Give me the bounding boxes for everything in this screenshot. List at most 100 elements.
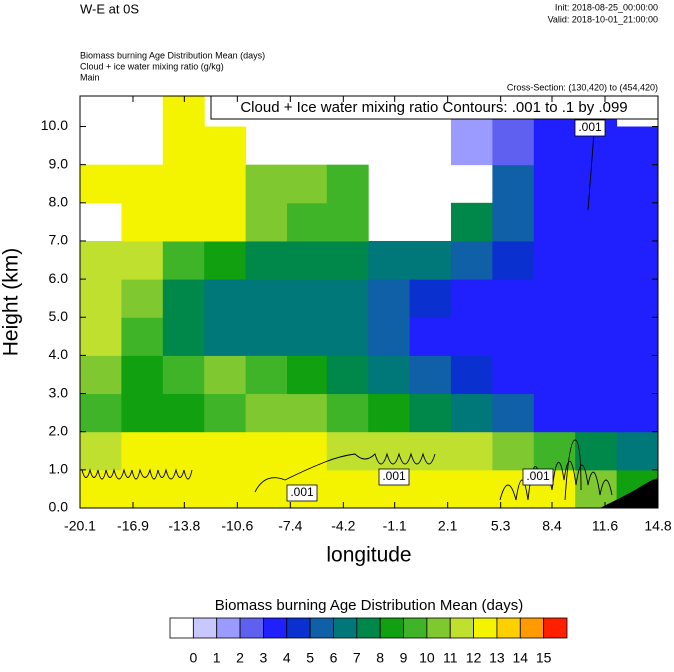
colorbar-swatch bbox=[543, 617, 568, 639]
x-tick-label: -1.1 bbox=[383, 518, 407, 534]
subtitle: Cloud + ice water mixing ratio (g/kg) bbox=[80, 61, 224, 71]
field-cell bbox=[287, 317, 328, 356]
field-cell bbox=[287, 279, 328, 318]
x-tick-label: 8.4 bbox=[542, 518, 562, 534]
contour-label-box bbox=[522, 468, 554, 486]
colorbar-swatch bbox=[519, 617, 545, 639]
y-tick-label: 9.0 bbox=[49, 155, 69, 171]
x-tick-label: -16.9 bbox=[117, 518, 149, 534]
field-cell bbox=[162, 96, 205, 128]
field-cell bbox=[368, 431, 411, 471]
colorbar-swatch bbox=[239, 617, 264, 639]
field-cell bbox=[409, 317, 452, 356]
colorbar-label: 8 bbox=[376, 650, 384, 666]
field-cell bbox=[80, 469, 122, 509]
contour-label: .001 bbox=[526, 469, 550, 483]
init-time: Init: 2018-08-25_00:00:00 bbox=[555, 2, 658, 12]
field-cell bbox=[409, 240, 452, 280]
field-cell bbox=[533, 126, 576, 166]
field-cell bbox=[204, 469, 247, 509]
colorbar-swatch bbox=[309, 617, 334, 639]
colorbar-label: 3 bbox=[260, 650, 268, 666]
y-tick-label: 2.0 bbox=[49, 422, 69, 438]
colorbar-label: 13 bbox=[489, 650, 505, 666]
subtitle: Main bbox=[80, 72, 100, 82]
field-cell bbox=[121, 279, 164, 318]
field-cell bbox=[204, 164, 247, 204]
field-cell bbox=[368, 279, 411, 318]
field-cell bbox=[533, 164, 576, 204]
field-cell bbox=[80, 317, 122, 356]
field-cell bbox=[450, 126, 493, 166]
field-cell bbox=[492, 431, 535, 471]
field-cell bbox=[162, 202, 205, 242]
colorbar-swatch bbox=[379, 617, 404, 639]
field-cell bbox=[245, 164, 288, 204]
y-tick-label: 4.0 bbox=[49, 346, 69, 362]
colorbar-swatch bbox=[216, 617, 241, 639]
contour-info-box bbox=[210, 95, 659, 120]
x-tick-label: 2.1 bbox=[438, 518, 458, 534]
field-cell bbox=[492, 279, 535, 318]
field-cell bbox=[245, 469, 288, 509]
field-cell bbox=[616, 126, 659, 166]
field-cell bbox=[245, 431, 288, 471]
colorbar-swatch bbox=[263, 617, 288, 639]
field-cell bbox=[492, 164, 535, 204]
field-cell bbox=[287, 431, 328, 471]
x-tick-label: -7.4 bbox=[278, 518, 302, 534]
field-cell bbox=[162, 431, 205, 471]
chart-title: W-E at 0S bbox=[80, 1, 139, 16]
field-cell bbox=[162, 279, 205, 318]
field-cell bbox=[204, 355, 247, 395]
field-cell bbox=[162, 355, 205, 395]
field-cell bbox=[616, 317, 659, 356]
colorbar-swatch bbox=[286, 617, 311, 639]
field-cell bbox=[575, 355, 618, 395]
field-cell bbox=[287, 355, 328, 395]
colorbar-label: 10 bbox=[419, 650, 435, 666]
colorbar-label: 5 bbox=[306, 650, 314, 666]
field-cell bbox=[616, 164, 659, 204]
field-cell bbox=[450, 469, 493, 509]
field-cell bbox=[287, 393, 328, 433]
field-cell bbox=[121, 240, 164, 280]
colorbar-swatch bbox=[496, 617, 521, 639]
colorbar-label: 7 bbox=[353, 650, 361, 666]
field-cell bbox=[409, 279, 452, 318]
field-cell bbox=[287, 202, 328, 242]
field-cell bbox=[121, 393, 164, 433]
field-cell bbox=[409, 431, 452, 471]
field-cell bbox=[450, 202, 493, 242]
field-cell bbox=[204, 317, 247, 356]
field-cell bbox=[121, 202, 164, 242]
field-cell bbox=[80, 355, 122, 395]
field-cell bbox=[492, 317, 535, 356]
colorbar-swatch bbox=[426, 617, 451, 639]
colorbar-label: 9 bbox=[400, 650, 408, 666]
field-cell bbox=[450, 393, 493, 433]
field-cell bbox=[245, 393, 288, 433]
field-cell bbox=[204, 279, 247, 318]
field-cell bbox=[575, 164, 618, 204]
terrain bbox=[600, 478, 658, 508]
colorbar-swatch bbox=[169, 617, 194, 639]
colorbar-label: 6 bbox=[330, 650, 338, 666]
field-cell bbox=[80, 164, 122, 204]
field-cell bbox=[245, 317, 288, 356]
x-tick-label: 14.8 bbox=[644, 518, 671, 534]
contour-label: .001 bbox=[290, 485, 314, 499]
field-cell bbox=[616, 355, 659, 395]
y-tick-label: 7.0 bbox=[49, 232, 69, 248]
field-cell bbox=[533, 355, 576, 395]
field-cell bbox=[245, 202, 288, 242]
y-tick-label: 10.0 bbox=[41, 117, 68, 133]
field-cell bbox=[121, 431, 164, 471]
field-cell bbox=[245, 279, 288, 318]
valid-time: Valid: 2018-10-01_21:00:00 bbox=[548, 14, 658, 24]
colorbar-swatch bbox=[449, 617, 474, 639]
field-cell bbox=[80, 279, 122, 318]
field-cell bbox=[162, 469, 205, 509]
field-cell bbox=[162, 126, 205, 166]
field-cell bbox=[409, 393, 452, 433]
